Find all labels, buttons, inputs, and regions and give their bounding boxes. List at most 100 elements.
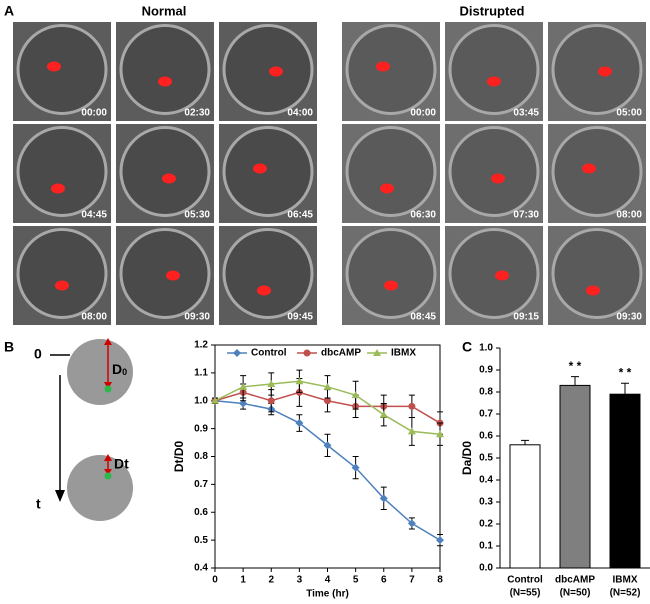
y-tick-label: 0.0	[479, 563, 493, 574]
panel-label: B	[4, 339, 14, 355]
oocyte	[222, 126, 314, 217]
bar	[509, 444, 541, 569]
timestamp: 00:00	[81, 108, 107, 119]
x-tick-label: 5	[353, 575, 359, 586]
chromosome-signal	[158, 76, 172, 87]
y-tick-label: 0.4	[479, 475, 493, 486]
y-tick-label: 0.7	[479, 409, 493, 420]
chromosome-signal	[257, 285, 271, 296]
marker	[351, 391, 360, 399]
chromosome-signal	[376, 61, 390, 72]
x-tick-label: 8	[437, 575, 443, 586]
panel-label: A	[4, 3, 14, 19]
oocyte	[345, 228, 437, 319]
significance: * *	[569, 359, 582, 373]
marker	[267, 380, 276, 388]
microscopy-image: 09:15	[445, 226, 543, 325]
microscopy-image: 09:30	[116, 226, 214, 325]
legend-marker	[303, 349, 311, 357]
microscopy-image: 04:45	[13, 124, 111, 223]
marker	[295, 377, 304, 385]
y-tick-label: 0.9	[479, 365, 493, 376]
marker	[407, 519, 416, 528]
y-tick-label: 1.2	[194, 340, 208, 351]
microscopy-image: 08:00	[548, 124, 646, 223]
bar	[559, 384, 591, 569]
marker	[407, 427, 416, 435]
timestamp: 09:15	[513, 312, 539, 323]
x-tick-label: 2	[268, 575, 274, 586]
chromosome-signal	[384, 280, 398, 291]
oocyte	[119, 228, 211, 319]
oocyte	[16, 24, 108, 115]
oocyte	[16, 228, 108, 319]
chromosome-signal	[491, 173, 505, 184]
y-tick-label: 1.1	[194, 368, 208, 379]
x-tick-label: 7	[409, 575, 415, 586]
timestamp: 08:00	[81, 312, 107, 323]
timestamp: 06:45	[287, 210, 313, 221]
timestamp: 09:45	[287, 312, 313, 323]
x-tick-sublabel: (N=52)	[610, 588, 641, 599]
x-tick-label: dbcAMP	[555, 575, 595, 586]
oocyte	[551, 126, 643, 217]
y-tick-label: 0.6	[479, 431, 493, 442]
microscopy-image: 03:45	[445, 22, 543, 121]
x-tick-label: 1	[240, 575, 246, 586]
microscopy-image: 09:45	[219, 226, 317, 325]
y-tick-label: 1.0	[479, 343, 493, 354]
chromosome-signal	[51, 183, 65, 194]
oocyte	[448, 126, 540, 217]
y-tick-label: 0.1	[479, 541, 493, 552]
x-tick-sublabel: (N=55)	[510, 588, 541, 599]
significance: * *	[619, 365, 632, 379]
x-tick-sublabel: (N=50)	[560, 588, 591, 599]
marker	[239, 399, 248, 408]
error-bar	[621, 382, 629, 395]
chromosome-signal	[582, 163, 596, 174]
legend-marker	[233, 349, 241, 357]
timestamp: 00:00	[410, 108, 436, 119]
y-axis-label: Da/D0	[460, 441, 474, 475]
panel-label: C	[462, 339, 472, 355]
microscopy-image: 00:00	[342, 22, 440, 121]
x-tick-label: 6	[381, 575, 387, 586]
group-title: Normal	[142, 3, 187, 18]
y-tick-label: 0.6	[194, 507, 208, 518]
legend-label: Control	[251, 348, 287, 359]
marker	[436, 536, 444, 545]
oocyte	[119, 126, 211, 217]
timestamp: 08:00	[616, 210, 642, 221]
time-label: 0	[34, 346, 42, 362]
timestamp: 08:45	[410, 312, 436, 323]
timestamp: 07:30	[513, 210, 539, 221]
marker	[267, 397, 275, 405]
bar	[609, 393, 641, 569]
timestamp: 09:30	[616, 312, 642, 323]
chromosome-signal	[55, 280, 69, 291]
timestamp: 06:30	[410, 210, 436, 221]
marker	[323, 441, 332, 450]
timestamp: 09:30	[184, 312, 210, 323]
timestamp: 03:45	[513, 108, 539, 119]
chromosome-signal	[598, 66, 612, 77]
microscopy-image: 06:30	[342, 124, 440, 223]
chromosome-signal	[380, 183, 394, 194]
y-tick-label: 0.9	[194, 423, 208, 434]
timestamp: 05:00	[616, 108, 642, 119]
timestamp: 02:30	[184, 108, 210, 119]
oocyte	[551, 24, 643, 115]
oocyte	[345, 24, 437, 115]
chromosome-signal	[487, 76, 501, 87]
x-axis-label: Time (hr)	[306, 589, 349, 600]
microscopy-image: 02:30	[116, 22, 214, 121]
chromosome-signal	[47, 61, 61, 72]
oocyte	[222, 24, 314, 115]
oocyte	[16, 126, 108, 217]
y-tick-label: 0.4	[194, 563, 208, 574]
chromosome-signal	[162, 173, 176, 184]
legend-marker	[373, 349, 381, 356]
microscopy-image: 05:00	[548, 22, 646, 121]
microscopy-image: 05:30	[116, 124, 214, 223]
microscopy-image: 04:00	[219, 22, 317, 121]
